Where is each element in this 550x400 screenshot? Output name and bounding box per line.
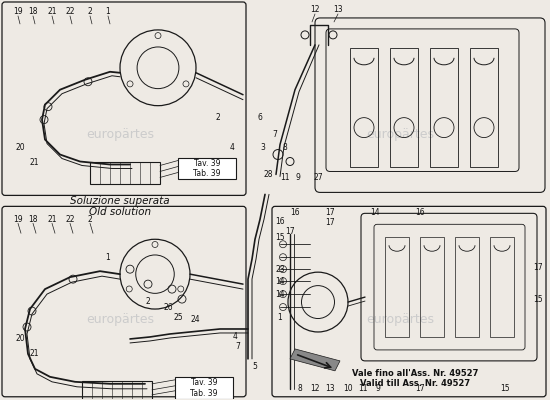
Text: 14: 14 — [370, 208, 380, 217]
Text: 19: 19 — [13, 8, 23, 16]
Text: 8: 8 — [298, 384, 302, 393]
Text: 1: 1 — [106, 253, 111, 262]
Text: 9: 9 — [295, 173, 300, 182]
Polygon shape — [290, 349, 340, 371]
Bar — [90, 162, 160, 184]
Text: 8: 8 — [283, 143, 287, 152]
Text: 15: 15 — [500, 384, 510, 393]
Text: 12: 12 — [310, 384, 320, 393]
Text: 2: 2 — [146, 296, 150, 306]
Text: 24: 24 — [190, 314, 200, 324]
Text: 6: 6 — [257, 113, 262, 122]
Text: 21: 21 — [29, 158, 38, 167]
Bar — [82, 381, 152, 399]
Text: 12: 12 — [310, 6, 320, 14]
Text: 13: 13 — [333, 6, 343, 14]
Text: 21: 21 — [29, 350, 38, 358]
Text: 3: 3 — [261, 143, 266, 152]
Text: 17: 17 — [415, 384, 425, 393]
Text: 15: 15 — [533, 294, 543, 304]
Bar — [385, 237, 409, 337]
Text: 11: 11 — [358, 384, 368, 393]
Text: 7: 7 — [235, 342, 240, 352]
Text: 28: 28 — [263, 170, 273, 179]
Bar — [420, 237, 444, 337]
Text: Valid till Ass. Nr. 49527: Valid till Ass. Nr. 49527 — [360, 379, 470, 388]
Text: 17: 17 — [285, 227, 295, 236]
Text: 17: 17 — [325, 218, 335, 227]
Text: europärtes: europärtes — [366, 312, 434, 326]
Text: 23: 23 — [275, 265, 285, 274]
Text: Tav. 39
Tab. 39: Tav. 39 Tab. 39 — [190, 378, 218, 398]
Bar — [490, 237, 514, 337]
Text: 10: 10 — [343, 384, 353, 393]
Text: 2: 2 — [216, 113, 221, 122]
Text: 27: 27 — [313, 173, 323, 182]
Text: Old solution: Old solution — [89, 207, 151, 217]
Text: europärtes: europärtes — [86, 312, 154, 326]
Bar — [175, 377, 233, 399]
Text: 1: 1 — [106, 8, 111, 16]
Text: 20: 20 — [15, 143, 25, 152]
Bar — [430, 48, 458, 168]
Text: 14: 14 — [275, 290, 285, 298]
Text: 18: 18 — [28, 8, 38, 16]
Text: 11: 11 — [280, 173, 290, 182]
Bar — [178, 158, 236, 180]
Text: 7: 7 — [273, 130, 277, 139]
Text: 4: 4 — [233, 332, 238, 342]
Text: 20: 20 — [15, 334, 25, 344]
Bar — [390, 48, 418, 168]
Text: 16: 16 — [415, 208, 425, 217]
Text: 16: 16 — [290, 208, 300, 217]
Bar — [455, 237, 479, 337]
Text: 25: 25 — [173, 312, 183, 322]
Text: 5: 5 — [252, 362, 257, 371]
Bar — [470, 48, 498, 168]
Text: 17: 17 — [325, 208, 335, 217]
Text: europärtes: europärtes — [366, 128, 434, 141]
Text: 26: 26 — [163, 302, 173, 312]
Text: 2: 2 — [87, 8, 92, 16]
Text: 1: 1 — [278, 312, 282, 322]
Text: 2: 2 — [87, 215, 92, 224]
Text: 17: 17 — [533, 263, 543, 272]
Text: Tav. 39
Tab. 39: Tav. 39 Tab. 39 — [193, 159, 221, 178]
Text: 22: 22 — [65, 215, 75, 224]
Text: 14: 14 — [275, 277, 285, 286]
Text: 21: 21 — [47, 215, 57, 224]
Text: Soluzione superata: Soluzione superata — [70, 196, 170, 206]
Bar — [350, 48, 378, 168]
Text: 9: 9 — [376, 384, 381, 393]
Text: europärtes: europärtes — [86, 128, 154, 141]
Text: 22: 22 — [65, 8, 75, 16]
Text: 15: 15 — [275, 233, 285, 242]
Text: 4: 4 — [229, 143, 234, 152]
Text: 18: 18 — [28, 215, 38, 224]
Text: 13: 13 — [325, 384, 335, 393]
Text: 21: 21 — [47, 8, 57, 16]
Text: 16: 16 — [275, 217, 285, 226]
Text: Vale fino all'Ass. Nr. 49527: Vale fino all'Ass. Nr. 49527 — [352, 369, 478, 378]
Text: 19: 19 — [13, 215, 23, 224]
